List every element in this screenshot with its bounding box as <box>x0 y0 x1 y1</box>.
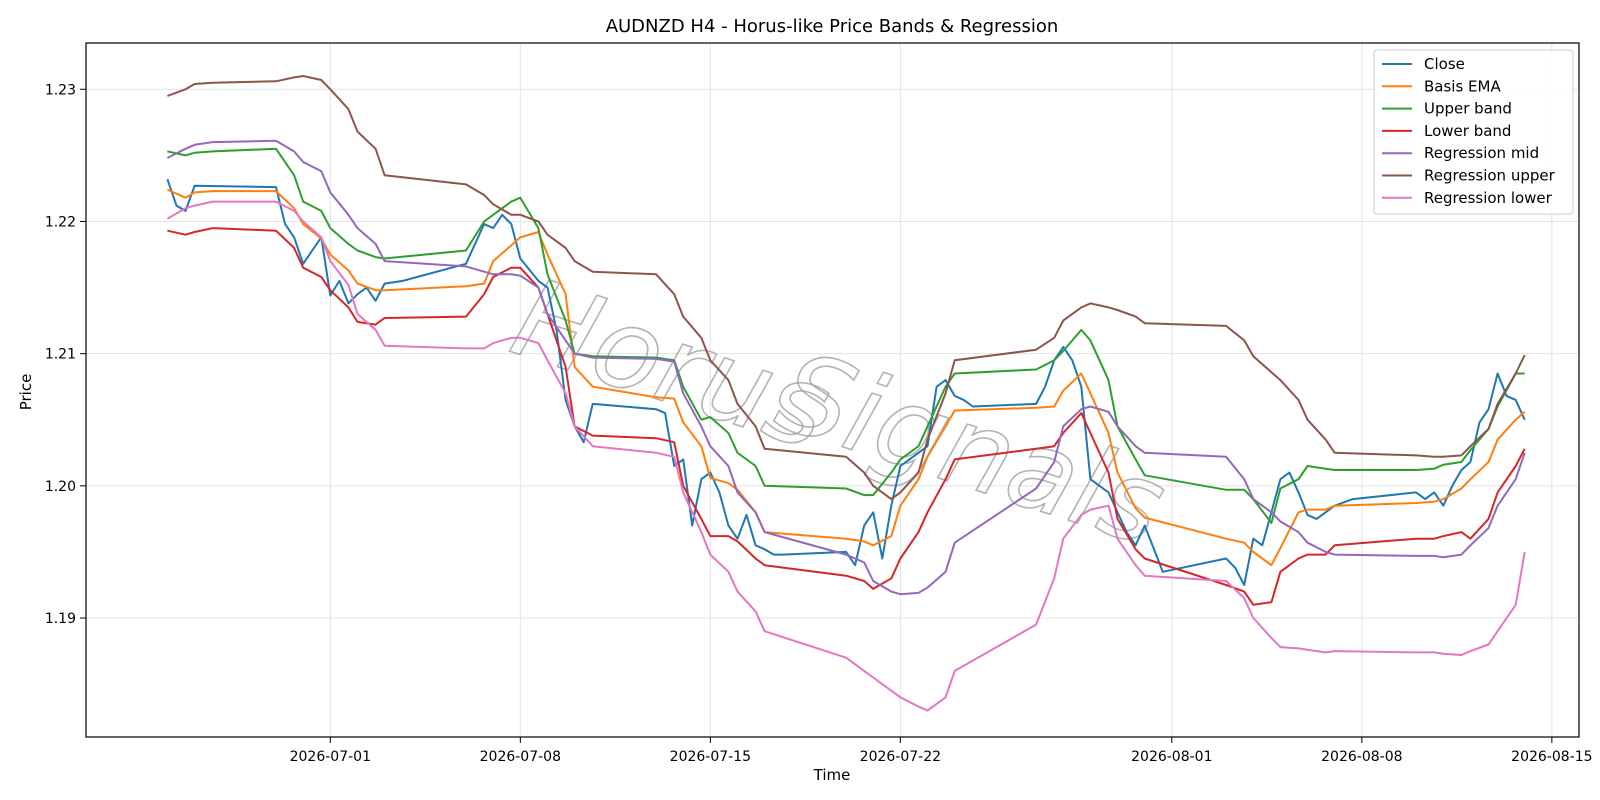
series-line-basis-ema <box>166 188 1526 567</box>
x-tick-label: 2026-07-22 <box>860 749 941 765</box>
plot-frame <box>85 42 1580 738</box>
legend-label-regression-upper: Regression upper <box>1424 167 1556 185</box>
series-line-regression-mid <box>166 139 1526 596</box>
x-tick-label: 2026-08-08 <box>1321 749 1402 765</box>
y-tick-label: 1.22 <box>45 214 76 230</box>
legend-label-upper-band: Upper band <box>1424 100 1512 118</box>
series-line-regression-lower <box>166 200 1526 712</box>
x-tick-label: 2026-07-08 <box>480 749 561 765</box>
chart-title: AUDNZD H4 - Horus-like Price Bands & Reg… <box>606 16 1059 37</box>
legend-label-close: Close <box>1424 55 1465 73</box>
x-tick-label: 2026-08-15 <box>1511 749 1592 765</box>
series-line-lower-band <box>167 227 1526 606</box>
series-line-close <box>166 178 1526 586</box>
x-tick-label: 2026-07-01 <box>290 749 371 765</box>
legend-label-lower-band: Lower band <box>1424 122 1511 140</box>
x-tick-label: 2026-08-01 <box>1131 749 1212 765</box>
grid <box>86 43 1579 737</box>
y-tick-label: 1.21 <box>45 347 76 363</box>
y-tick-label: 1.19 <box>45 611 76 627</box>
x-axis-label: Time <box>813 766 851 784</box>
y-tick-label: 1.20 <box>45 479 76 495</box>
series-line-regression-upper <box>167 75 1526 501</box>
y-tick-label: 1.23 <box>45 82 76 98</box>
legend-label-regression-lower: Regression lower <box>1424 189 1553 207</box>
legend-label-regression-mid: Regression mid <box>1424 144 1539 162</box>
x-tick-label: 2026-07-15 <box>670 749 751 765</box>
legend: Close Basis EMA Upper band Lower band Regres… <box>1373 49 1574 215</box>
series-line-upper-band <box>167 147 1525 524</box>
series-lines <box>166 75 1526 712</box>
x-axis: 2026-07-01 2026-07-08 2026-07-15 2026-07-22… <box>290 737 1593 765</box>
y-axis: 1.19 1.20 1.21 1.22 1.23 <box>45 82 86 627</box>
y-axis-label: Price <box>17 374 35 411</box>
legend-label-basis-ema: Basis EMA <box>1424 77 1501 95</box>
legend-box <box>1373 49 1574 215</box>
